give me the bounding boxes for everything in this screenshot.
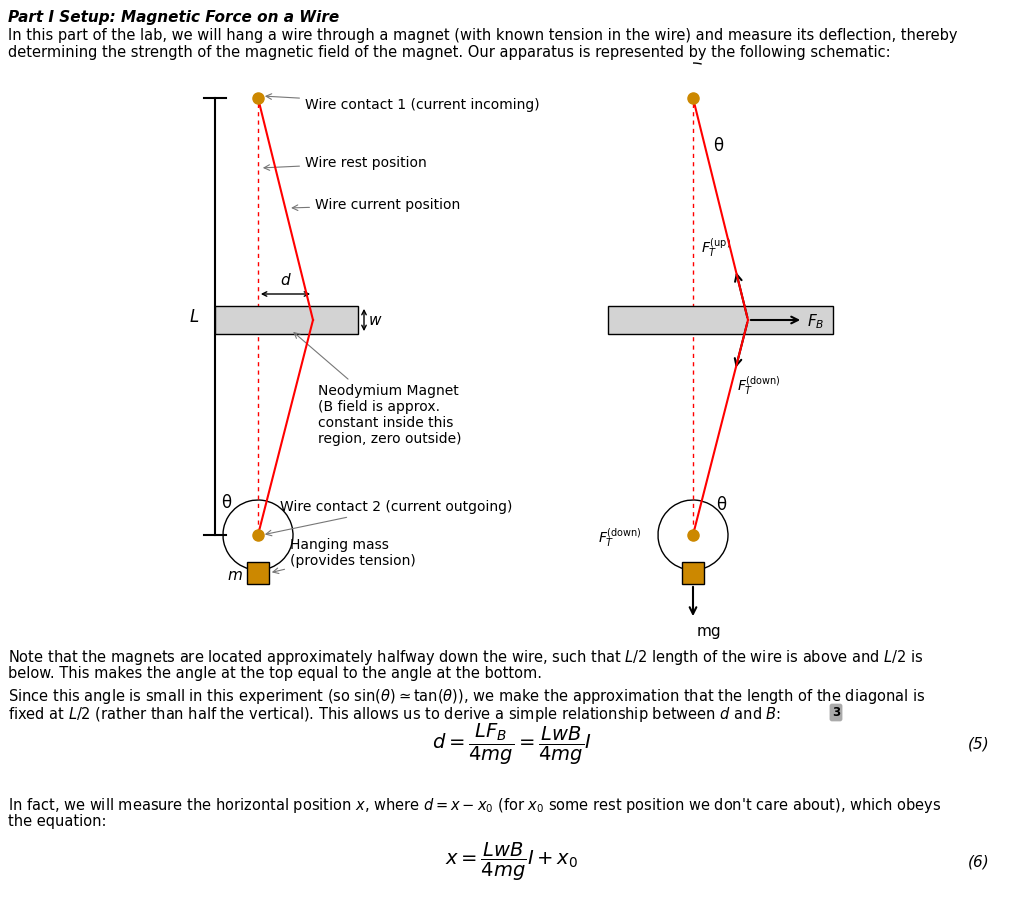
Text: Wire contact 2 (current outgoing): Wire contact 2 (current outgoing) (266, 500, 512, 536)
Text: Wire current position: Wire current position (292, 198, 460, 212)
Text: $F_B$: $F_B$ (807, 312, 824, 332)
Text: below. This makes the angle at the top equal to the angle at the bottom.: below. This makes the angle at the top e… (8, 666, 542, 681)
Text: fixed at $L/2$ (rather than half the vertical). This allows us to derive a simpl: fixed at $L/2$ (rather than half the ver… (8, 705, 781, 724)
Text: Wire contact 1 (current incoming): Wire contact 1 (current incoming) (266, 94, 540, 112)
Text: Note that the magnets are located approximately halfway down the wire, such that: Note that the magnets are located approx… (8, 648, 924, 667)
Text: Since this angle is small in this experiment (so $\sin(\theta) \simeq \tan(\thet: Since this angle is small in this experi… (8, 687, 926, 706)
Text: $F_T^{\mathregular{(down)}}$: $F_T^{\mathregular{(down)}}$ (737, 374, 781, 397)
Text: θ: θ (221, 494, 231, 512)
Text: the equation:: the equation: (8, 814, 106, 829)
Text: w: w (369, 312, 382, 328)
Text: Neodymium Magnet
(B field is approx.
constant inside this
region, zero outside): Neodymium Magnet (B field is approx. con… (294, 332, 462, 447)
Text: determining the strength of the magnetic field of the magnet. Our apparatus is r: determining the strength of the magnetic… (8, 45, 891, 60)
Text: θ: θ (713, 137, 723, 155)
Text: (5): (5) (969, 737, 990, 752)
Text: m: m (227, 567, 242, 582)
Text: mg: mg (697, 624, 722, 639)
Text: Hanging mass
(provides tension): Hanging mass (provides tension) (273, 538, 416, 574)
Text: In fact, we will measure the horizontal position $x$, where $d = x - x_0$ (for $: In fact, we will measure the horizontal … (8, 796, 942, 815)
Text: Wire rest position: Wire rest position (264, 156, 427, 170)
Text: 3: 3 (831, 706, 840, 719)
Text: θ: θ (716, 496, 726, 514)
Text: L: L (189, 308, 199, 325)
Text: (6): (6) (969, 855, 990, 869)
Bar (608, 306, 833, 334)
Text: $d = \dfrac{LF_B}{4mg} = \dfrac{LwB}{4mg}I$: $d = \dfrac{LF_B}{4mg} = \dfrac{LwB}{4mg… (432, 721, 592, 766)
Text: d: d (281, 273, 291, 288)
Text: $F_T^{\mathregular{(down)}}$: $F_T^{\mathregular{(down)}}$ (598, 527, 642, 550)
Text: $F_T^{\mathregular{(up)}}$: $F_T^{\mathregular{(up)}}$ (700, 237, 730, 260)
Text: $x = \dfrac{LwB}{4mg}I + x_0$: $x = \dfrac{LwB}{4mg}I + x_0$ (445, 841, 579, 883)
Text: In this part of the lab, we will hang a wire through a magnet (with known tensio: In this part of the lab, we will hang a … (8, 28, 957, 43)
Bar (215, 306, 358, 334)
Text: Part I Setup: Magnetic Force on a Wire: Part I Setup: Magnetic Force on a Wire (8, 10, 339, 25)
Bar (682, 562, 705, 584)
Bar (247, 562, 269, 584)
